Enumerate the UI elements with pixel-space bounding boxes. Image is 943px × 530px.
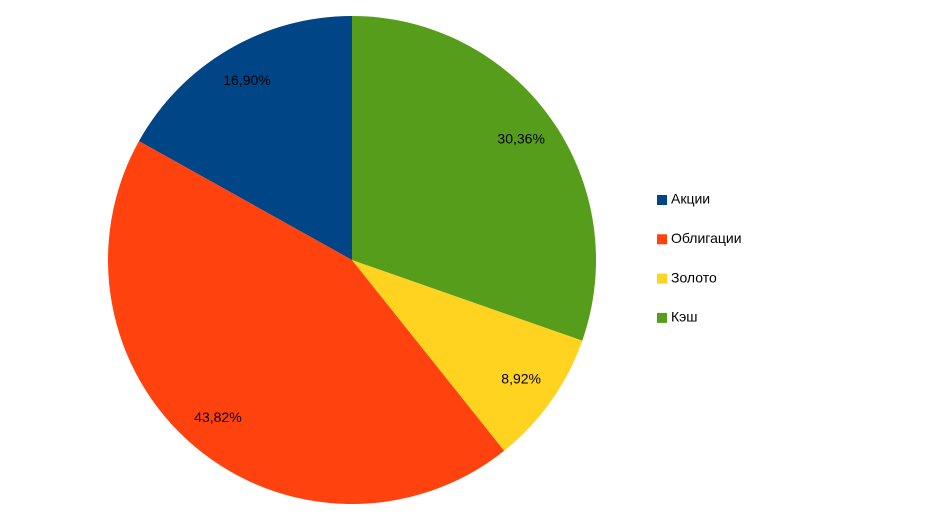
legend-swatch [657,195,667,205]
data-label: 43,82% [194,409,241,425]
pie-slice [138,16,352,260]
legend-label: Акции [671,191,710,207]
legend-swatch [657,273,667,284]
data-label: 16,90% [223,72,270,88]
legend-label: Облигации [671,230,742,246]
legend-swatch [657,234,667,245]
data-label: 30,36% [497,131,544,147]
legend-label: Золото [671,269,717,285]
pie-slice [352,16,596,341]
legend-label: Кэш [671,309,698,325]
data-label: 8,92% [501,371,541,387]
pie-slice [352,260,583,451]
pie-slice [108,141,505,504]
legend-swatch [657,312,667,323]
